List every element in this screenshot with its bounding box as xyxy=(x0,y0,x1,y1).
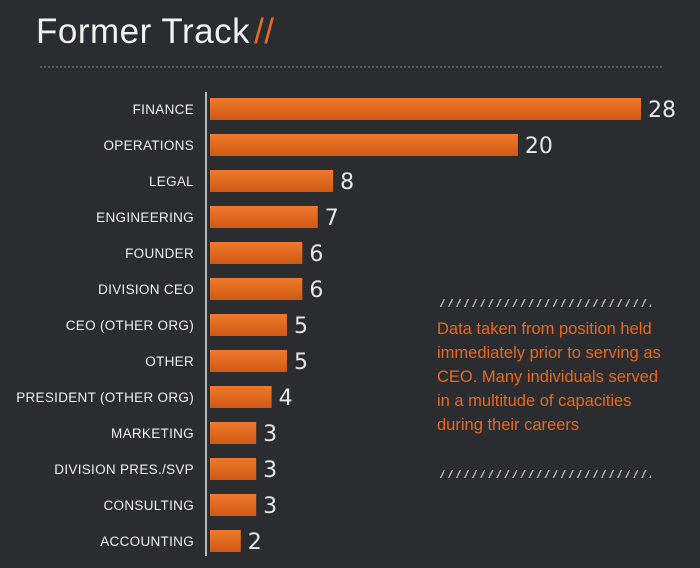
bar xyxy=(210,386,272,408)
value-label: 3 xyxy=(263,494,277,519)
value-label: 6 xyxy=(309,278,323,303)
value-label: 3 xyxy=(263,422,277,447)
value-label: 7 xyxy=(325,206,339,231)
bar xyxy=(210,458,257,480)
value-label: 5 xyxy=(294,350,308,375)
category-label: DIVISION CEO xyxy=(98,282,194,297)
category-label: LEGAL xyxy=(149,174,194,189)
value-label: 4 xyxy=(279,386,293,411)
title-divider xyxy=(40,66,662,68)
note-hatch-bottom xyxy=(437,470,651,478)
category-label: ENGINEERING xyxy=(96,210,194,225)
note-hatch-top xyxy=(437,299,651,307)
bar xyxy=(210,242,303,264)
bars-group: FINANCE 28 OPERATIONS 20 LEGAL 8 ENGINEERING 7 F… xyxy=(16,98,676,555)
category-label: FOUNDER xyxy=(125,246,194,261)
value-label: 20 xyxy=(525,134,553,159)
bar xyxy=(210,494,257,516)
note-text: Data taken from position held immediatel… xyxy=(437,320,661,434)
value-label: 8 xyxy=(340,170,354,195)
category-label: OTHER xyxy=(145,354,194,369)
category-label: CEO (OTHER ORG) xyxy=(66,318,194,333)
bar xyxy=(210,350,287,372)
value-label: 6 xyxy=(309,242,323,267)
category-label: PRESIDENT (OTHER ORG) xyxy=(16,390,194,405)
value-label: 3 xyxy=(263,458,277,483)
category-label: OPERATIONS xyxy=(103,138,194,153)
category-label: CONSULTING xyxy=(103,498,194,513)
bar xyxy=(210,422,257,444)
chart-title: Former Track// xyxy=(36,12,275,52)
bar xyxy=(210,278,303,300)
chart-title-text: Former Track xyxy=(36,12,251,51)
bar xyxy=(210,98,641,120)
bar xyxy=(210,206,318,228)
value-label: 2 xyxy=(248,530,262,555)
category-label: DIVISION PRES./SVP xyxy=(54,462,194,477)
bar xyxy=(210,134,518,156)
title-accent-slashes: // xyxy=(254,12,275,51)
value-label: 28 xyxy=(648,98,676,123)
bar xyxy=(210,314,287,336)
category-label: FINANCE xyxy=(133,102,194,117)
category-label: ACCOUNTING xyxy=(100,534,194,549)
bar xyxy=(210,530,241,552)
value-label: 5 xyxy=(294,314,308,339)
bar xyxy=(210,170,334,192)
category-label: MARKETING xyxy=(111,426,194,441)
